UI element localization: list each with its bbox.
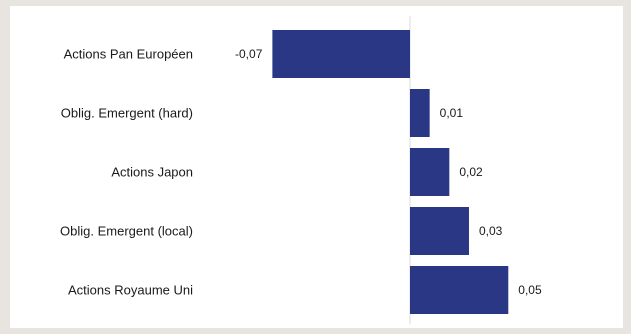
category-label: Actions Japon	[111, 165, 193, 180]
value-label: 0,02	[459, 165, 483, 179]
value-label: 0,05	[518, 283, 542, 297]
chart-panel: Actions Pan Européen -0,07 Oblig. Emergent…	[10, 6, 623, 328]
value-label: -0,07	[235, 47, 263, 61]
category-label: Actions Royaume Uni	[68, 283, 193, 298]
value-label: 0,01	[440, 106, 464, 120]
bar	[410, 266, 509, 314]
bar	[410, 148, 450, 196]
bar-chart: Actions Pan Européen -0,07 Oblig. Emergent…	[60, 16, 542, 324]
category-label: Oblig. Emergent (local)	[60, 224, 193, 239]
value-label: 0,03	[479, 224, 503, 238]
bar	[410, 89, 430, 137]
bar	[410, 207, 469, 255]
bar	[272, 30, 410, 78]
category-label: Actions Pan Européen	[64, 47, 193, 62]
category-label: Oblig. Emergent (hard)	[61, 106, 193, 121]
